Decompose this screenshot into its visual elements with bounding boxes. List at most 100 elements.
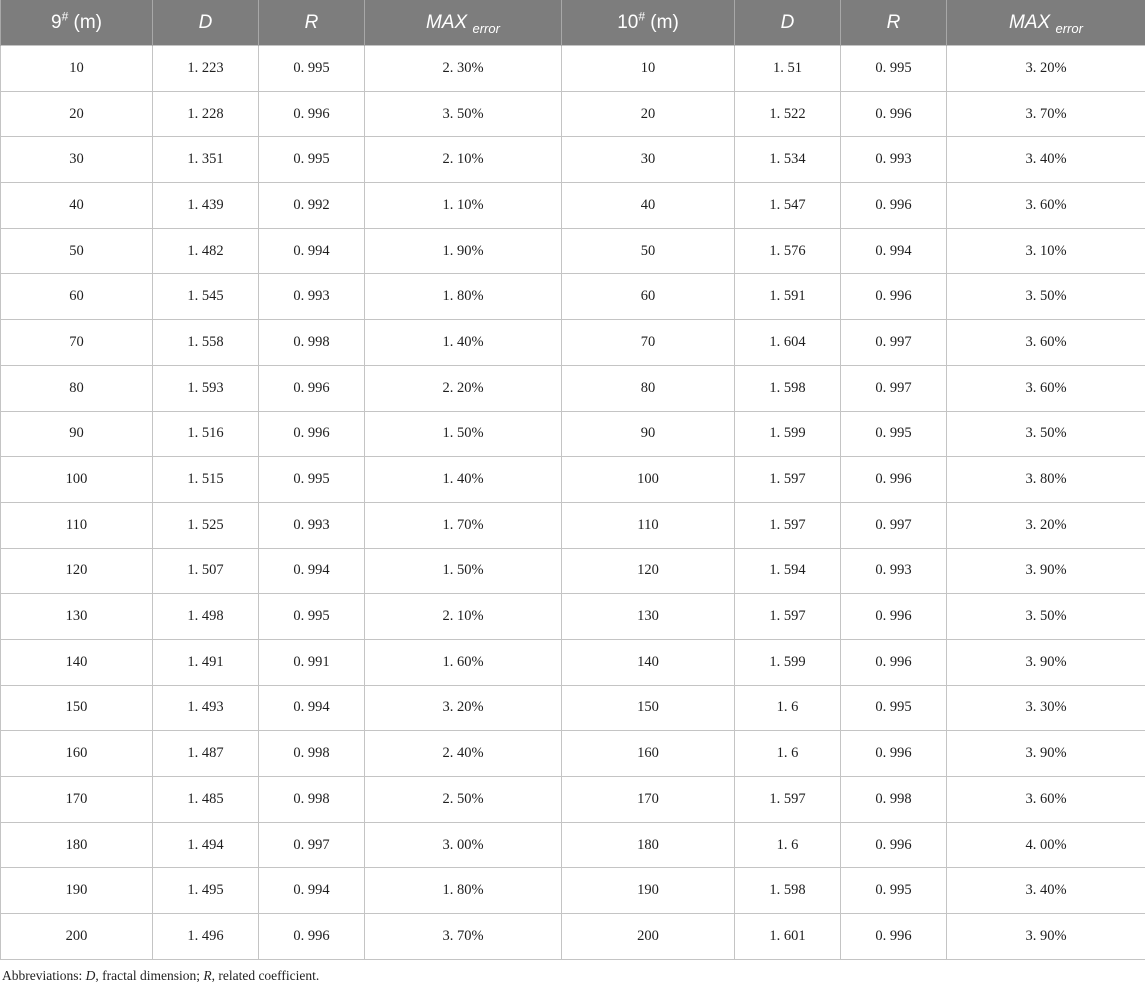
table-cell: 0. 996 [840,821,947,869]
table-cell: 1. 597 [734,501,841,549]
table-cell: 40 [0,182,153,229]
table-container: 9# (m) D R MAX error 10# (m) D R MAX error 10 1.… [0,0,1145,960]
table-cell: 110 [0,501,153,549]
table-cell: 3. 60% [946,182,1145,229]
table-cell: 0. 993 [258,501,365,549]
table-cell: 160 [561,730,735,777]
table-cell: 1. 496 [152,913,259,960]
column-header-label: 9 [50,11,62,33]
table-cell: 3. 90% [946,638,1145,686]
table-cell: 1. 495 [152,867,259,915]
table-cell: 1. 597 [734,776,841,823]
column-header-label: MAX [426,11,468,33]
table-cell: 0. 996 [840,638,947,686]
data-table: 9# (m) D R MAX error 10# (m) D R MAX error 10 1.… [0,0,1145,960]
column-header-superscript: # [61,9,69,24]
table-cell: 3. 50% [946,593,1145,640]
column-header: 10# (m) [561,0,735,46]
table-cell: 0. 997 [840,319,947,366]
column-header-label: D [780,11,795,33]
table-row: 110 1. 525 0. 993 1. 70% 110 1. 597 0. 997 3. 2… [0,501,1145,549]
table-cell: 1. 547 [734,182,841,229]
table-cell: 1. 50% [364,410,562,458]
table-row: 140 1. 491 0. 991 1. 60% 140 1. 599 0. 996 3. 9… [0,638,1145,686]
table-cell: 60 [0,273,153,321]
table-cell: 0. 995 [258,593,365,640]
column-header-label: R [886,11,901,33]
table-row: 20 1. 228 0. 996 3. 50% 20 1. 522 0. 996 3. 70% [0,90,1145,138]
table-cell: 3. 90% [946,913,1145,960]
table-cell: 1. 491 [152,638,259,686]
table-cell: 3. 60% [946,776,1145,823]
table-cell: 20 [561,90,735,138]
table-cell: 3. 40% [946,136,1145,184]
table-cell: 0. 996 [840,730,947,777]
table-cell: 120 [561,547,735,595]
table-cell: 3. 50% [364,90,562,138]
header-row: 9# (m) D R MAX error 10# (m) D R MAX error [0,0,1145,46]
table-cell: 0. 996 [840,182,947,229]
table-cell: 2. 40% [364,730,562,777]
table-row: 40 1. 439 0. 992 1. 10% 40 1. 547 0. 996 3. 60% [0,182,1145,229]
table-cell: 0. 993 [258,273,365,321]
table-cell: 4. 00% [946,821,1145,869]
table-cell: 0. 998 [258,730,365,777]
table-cell: 0. 998 [258,776,365,823]
table-cell: 1. 90% [364,227,562,275]
table-cell: 3. 00% [364,821,562,869]
table-cell: 90 [0,410,153,458]
table-row: 70 1. 558 0. 998 1. 40% 70 1. 604 0. 997 3. 60% [0,319,1145,366]
footnote-prefix: Abbreviations: [2,968,86,983]
table-cell: 3. 10% [946,227,1145,275]
table-cell: 0. 992 [258,182,365,229]
table-cell: 180 [561,821,735,869]
table-cell: 0. 995 [840,684,947,732]
table-cell: 0. 996 [840,90,947,138]
column-header: D [152,0,259,46]
table-cell: 0. 991 [258,638,365,686]
column-header-label: D [198,11,213,33]
table-cell: 1. 40% [364,456,562,503]
table-cell: 1. 51 [734,45,841,92]
table-cell: 0. 995 [258,45,365,92]
table-cell: 110 [561,501,735,549]
table-cell: 3. 70% [946,90,1145,138]
table-row: 190 1. 495 0. 994 1. 80% 190 1. 598 0. 995 3. 4… [0,867,1145,915]
table-cell: 1. 487 [152,730,259,777]
table-cell: 180 [0,821,153,869]
table-cell: 30 [561,136,735,184]
table-cell: 1. 10% [364,182,562,229]
table-row: 160 1. 487 0. 998 2. 40% 160 1. 6 0. 996 3. 90% [0,730,1145,777]
column-header-superscript: # [638,9,646,24]
table-cell: 1. 594 [734,547,841,595]
table-cell: 130 [561,593,735,640]
table-cell: 1. 70% [364,501,562,549]
table-row: 200 1. 496 0. 996 3. 70% 200 1. 601 0. 996 3. 9… [0,913,1145,960]
table-cell: 100 [0,456,153,503]
table-cell: 0. 996 [258,913,365,960]
table-cell: 200 [0,913,153,960]
column-header-unit: (m) [645,11,679,33]
abbreviations-footnote: Abbreviations: D, fractal dimension; R, … [2,968,319,984]
table-row: 150 1. 493 0. 994 3. 20% 150 1. 6 0. 995 3. 30% [0,684,1145,732]
table-cell: 0. 994 [258,547,365,595]
column-header: R [840,0,947,46]
table-row: 50 1. 482 0. 994 1. 90% 50 1. 576 0. 994 3. 10% [0,227,1145,275]
column-header: 9# (m) [0,0,153,46]
table-cell: 1. 593 [152,364,259,412]
table-cell: 1. 6 [734,730,841,777]
table-cell: 140 [0,638,153,686]
table-row: 180 1. 494 0. 997 3. 00% 180 1. 6 0. 996 4. 00% [0,821,1145,869]
table-cell: 3. 50% [946,273,1145,321]
table-cell: 2. 50% [364,776,562,823]
table-cell: 0. 996 [840,456,947,503]
table-cell: 3. 70% [364,913,562,960]
footnote-d-symbol: D [85,968,96,983]
table-cell: 0. 998 [840,776,947,823]
table-cell: 3. 80% [946,456,1145,503]
column-header-subscript: error [472,20,500,36]
table-cell: 200 [561,913,735,960]
table-cell: 0. 996 [840,593,947,640]
table-cell: 70 [0,319,153,366]
table-cell: 0. 997 [840,501,947,549]
